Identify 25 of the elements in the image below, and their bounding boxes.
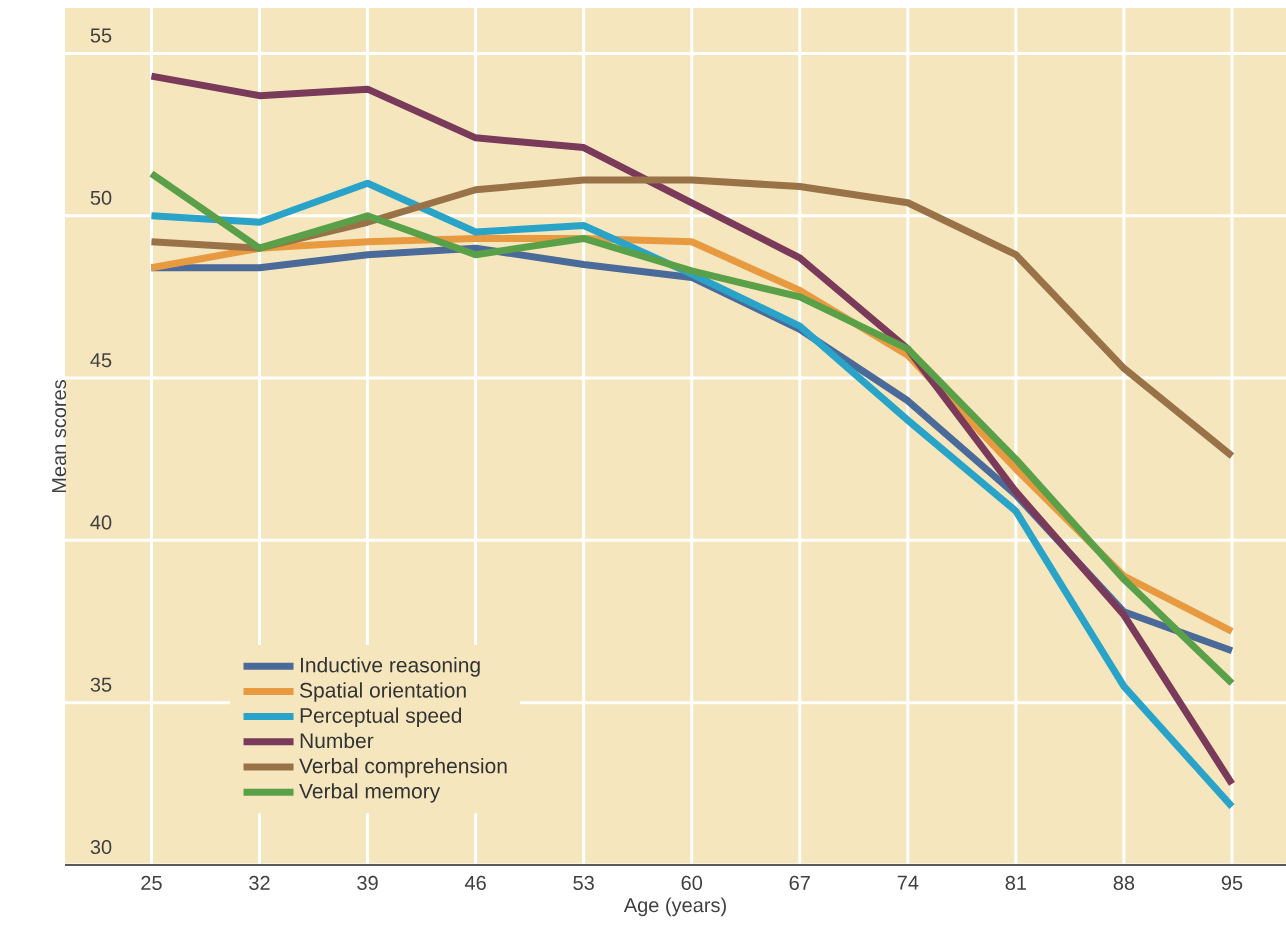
x-tick-label: 32 (249, 875, 270, 890)
y-tick-label: 40 (90, 515, 112, 530)
x-tick-label: 67 (789, 875, 810, 890)
x-tick-label: 60 (681, 875, 703, 890)
x-tick-label: 53 (573, 875, 594, 890)
legend-label: Perceptual speed (300, 707, 462, 728)
x-tick-label: 88 (1113, 875, 1135, 890)
x-tick-label: 81 (1005, 875, 1027, 890)
x-axis-title: Age (years) (623, 897, 726, 917)
x-tick-label: 46 (464, 875, 486, 890)
legend-label: Inductive reasoning (300, 657, 480, 677)
legend-label: Number (300, 732, 374, 749)
x-tick-label: 74 (897, 875, 919, 890)
y-tick-label: 30 (90, 839, 112, 855)
legend-label: Verbal comprehension (299, 757, 507, 778)
y-tick-label: 50 (90, 190, 112, 205)
y-tick-label: 45 (90, 353, 112, 368)
y-tick-label: 35 (90, 677, 112, 692)
x-tick-label: 95 (1221, 875, 1243, 890)
x-tick-label: 25 (141, 875, 162, 890)
y-tick-label: 55 (90, 28, 112, 43)
legend-label: Spatial orientation (299, 682, 466, 702)
x-tick-label: 39 (357, 875, 378, 890)
legend-label: Verbal memory (299, 783, 441, 803)
y-axis-title: Mean scores (52, 380, 67, 493)
